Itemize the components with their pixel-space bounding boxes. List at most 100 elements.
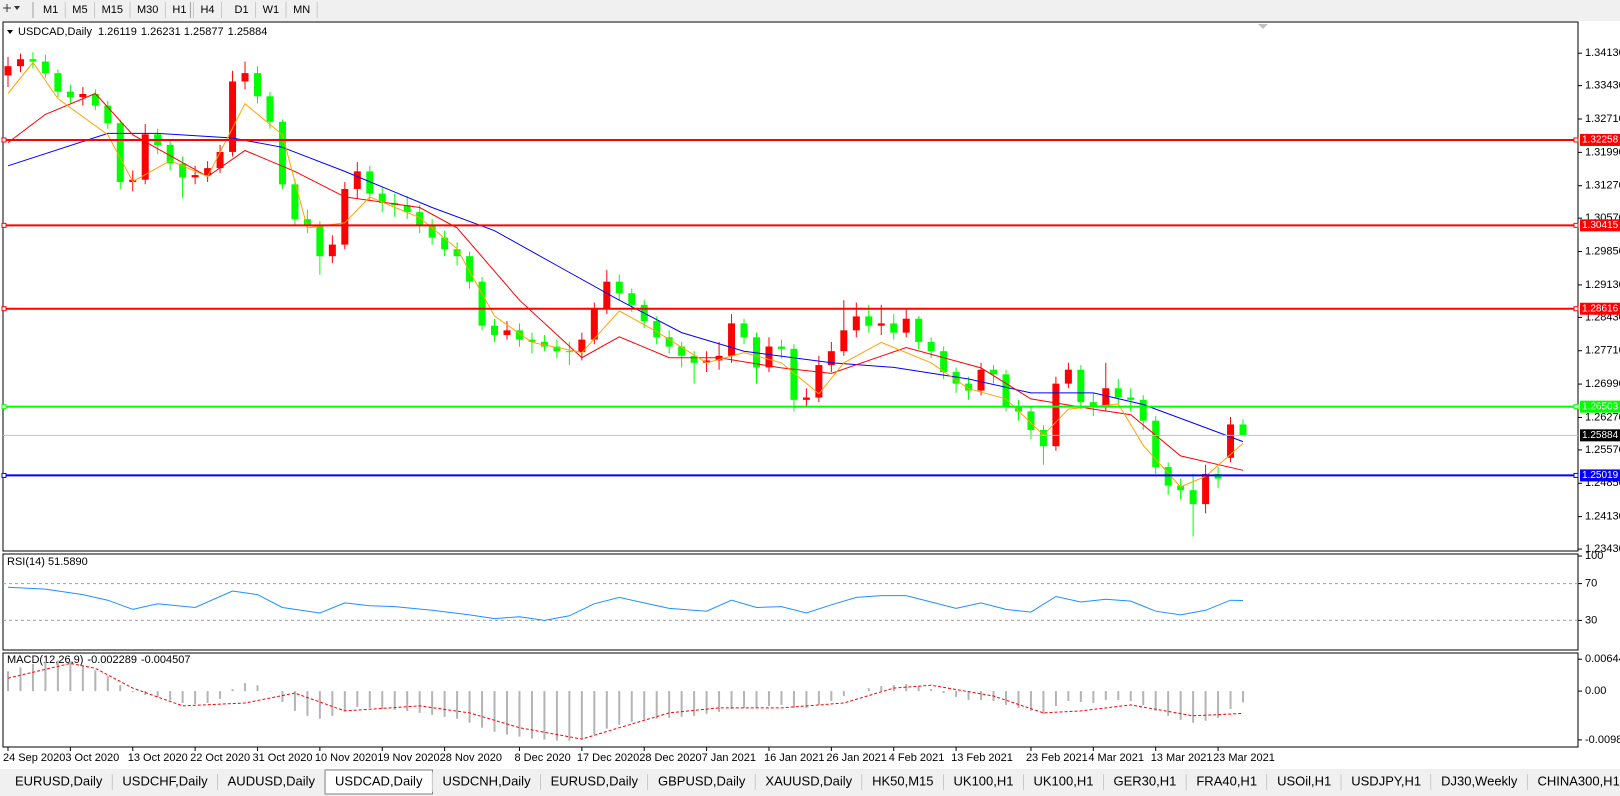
candle-body <box>378 193 386 203</box>
macd-bar <box>281 691 284 702</box>
candle-body <box>528 339 536 342</box>
macd-bar <box>705 691 708 714</box>
symbol-tab[interactable]: USDCHF,Daily <box>112 772 219 792</box>
macd-bar <box>1192 691 1195 723</box>
symbol-tab[interactable]: GER30,H1 <box>1103 772 1187 792</box>
symbol-tab[interactable]: UK100,H1 <box>943 772 1024 792</box>
symbol-tab[interactable]: USOil,H1 <box>1267 772 1342 792</box>
timeframe-label: M30 <box>137 4 158 16</box>
candle-body <box>1152 420 1160 468</box>
level-handle <box>1573 472 1579 478</box>
symbol-tab[interactable]: USDCNH,Daily <box>432 772 542 792</box>
candle-body <box>1227 424 1235 458</box>
symbol-tab[interactable]: XAUUSD,Daily <box>755 772 863 792</box>
macd-bar <box>431 691 434 715</box>
y-tick-label: 1.25570 <box>1585 444 1620 456</box>
macd-bar <box>1017 691 1020 708</box>
open-value: 1.26119 <box>98 26 137 38</box>
timeframe-button[interactable]: H1 <box>172 2 194 18</box>
symbol-tab[interactable]: DJ30,Weekly <box>1431 772 1528 792</box>
candle-body <box>403 205 411 213</box>
macd-bar <box>1217 691 1220 718</box>
symbol-tab[interactable]: CHINA300,H1 <box>1527 772 1620 792</box>
candle-body <box>540 341 548 347</box>
y-tick-label: -0.00987 <box>1585 734 1620 746</box>
symbol-tab[interactable]: EURUSD,Daily <box>540 772 649 792</box>
macd-bar <box>718 691 721 712</box>
rsi-panel <box>2 553 1579 651</box>
macd-bar <box>792 691 795 708</box>
timeframe-button[interactable]: MN <box>293 2 318 18</box>
level-handle <box>1 306 7 312</box>
y-tick-label: 1.34130 <box>1585 47 1620 59</box>
candle-body <box>1127 397 1135 400</box>
candle-body <box>952 372 960 384</box>
macd-bar <box>306 691 309 716</box>
timeframe-button[interactable]: M5 <box>72 2 96 18</box>
timeframe-button[interactable]: M1 <box>32 2 66 18</box>
macd-bar <box>668 691 671 718</box>
macd-bar <box>181 691 184 703</box>
timeframe-button[interactable]: D1 <box>235 2 257 18</box>
timeframe-label: M5 <box>72 4 87 16</box>
macd-bar <box>1029 691 1032 711</box>
macd-header: MACD(12,26,9) -0.002289 -0.004507 <box>7 654 191 666</box>
macd-bar <box>693 691 696 716</box>
y-tick-label: 70 <box>1585 578 1597 590</box>
candle-body <box>1027 411 1035 430</box>
macd-bar <box>1142 691 1145 705</box>
symbol-tab[interactable]: EURUSD,Daily <box>5 772 113 792</box>
macd-bar <box>1079 691 1082 702</box>
timeframe-button[interactable]: W1 <box>263 2 287 18</box>
macd-bar <box>418 691 421 713</box>
candle-body <box>840 330 848 352</box>
candle-body <box>241 73 249 82</box>
tab-label: USDCNH,Daily <box>442 773 531 788</box>
symbol-tab[interactable]: FRA40,H1 <box>1186 772 1268 792</box>
candle-body <box>678 346 686 356</box>
symbol-tab[interactable]: AUDUSD,Daily <box>217 772 326 792</box>
symbol-tab[interactable]: GBPUSD,Daily <box>647 772 756 792</box>
crosshair-tool[interactable] <box>3 4 20 12</box>
macd-bar <box>156 691 159 698</box>
tab-background <box>943 772 1024 792</box>
timeframe-button[interactable]: H4 <box>189 2 222 18</box>
x-tick-label: 13 Feb 2021 <box>951 752 1013 764</box>
macd-bar <box>31 663 34 692</box>
close-value: 1.25884 <box>228 26 268 38</box>
symbol-tab[interactable]: HK50,M15 <box>862 772 945 792</box>
candle-body <box>41 61 49 74</box>
candle-body <box>890 323 898 333</box>
timeframe-button[interactable]: M30 <box>137 2 166 18</box>
macd-bar <box>518 691 521 737</box>
candle-body <box>915 318 923 342</box>
signal-line <box>7 662 1244 740</box>
level-handle <box>1 472 7 478</box>
symbol-tab[interactable]: USDJPY,H1 <box>1341 772 1432 792</box>
tab-background <box>324 769 433 795</box>
candle-body <box>166 144 174 164</box>
level-label: 1.25019 <box>1582 470 1619 481</box>
tab-label: CHINA300,H1 <box>1537 773 1619 788</box>
timeframe-label: M15 <box>102 4 123 16</box>
level-label: 1.30415 <box>1582 220 1619 231</box>
macd-bar <box>967 691 970 700</box>
macd-bar <box>69 661 72 692</box>
y-tick-label: 1.26270 <box>1585 411 1620 423</box>
level-handle <box>1 404 7 410</box>
main-panel <box>2 21 1579 552</box>
candle-body <box>116 123 124 183</box>
menu-triangle <box>7 30 13 34</box>
candle-body <box>578 339 586 353</box>
candle-body <box>590 309 598 340</box>
macd-bar <box>867 688 870 692</box>
symbol-tab[interactable]: UK100,H1 <box>1023 772 1104 792</box>
y-tick-label: 1.29850 <box>1585 245 1620 257</box>
tab-label: USDCAD,Daily <box>335 773 423 788</box>
timeframe-button[interactable]: M15 <box>102 2 131 18</box>
symbol-tab[interactable]: USDCAD,Daily <box>324 769 433 795</box>
level-label: 1.32258 <box>1582 135 1619 146</box>
candle-body <box>16 59 24 67</box>
macd-bar <box>368 691 371 708</box>
candle-body <box>303 219 311 227</box>
